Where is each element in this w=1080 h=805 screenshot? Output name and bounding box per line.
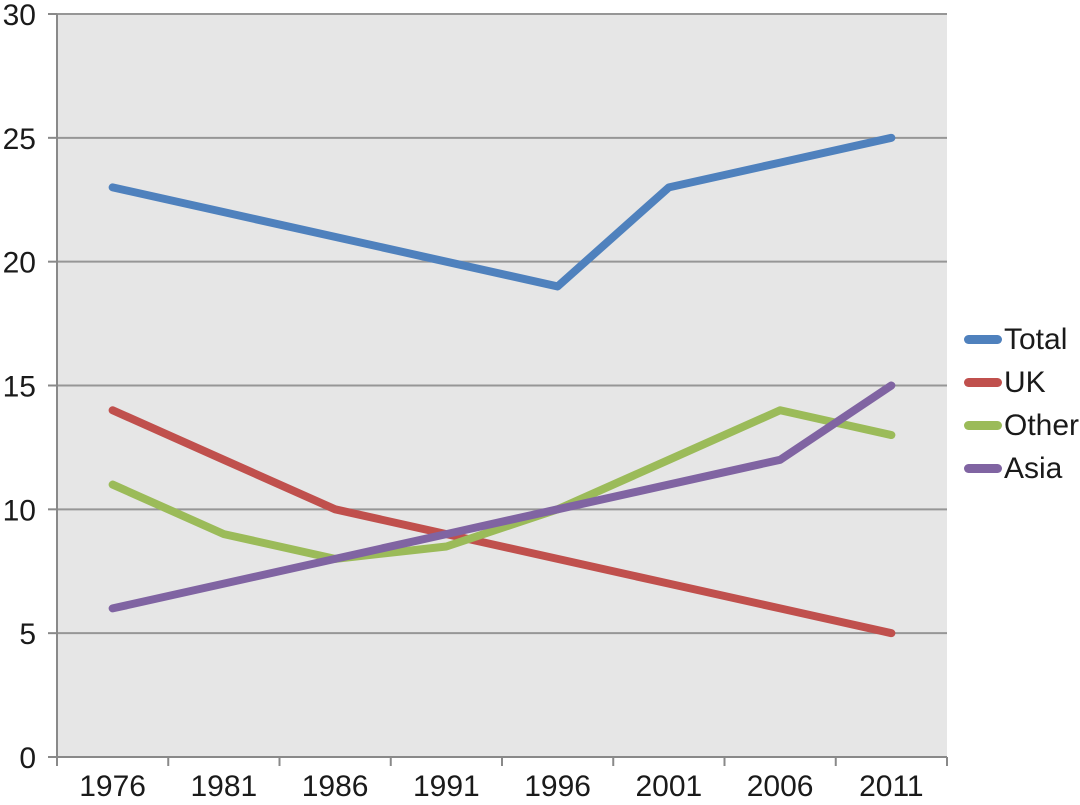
y-tick-label: 15 <box>3 371 36 404</box>
x-tick-label: 2001 <box>636 770 703 803</box>
x-tick-label: 1981 <box>191 770 258 803</box>
legend-swatch-total-icon <box>964 335 1002 344</box>
y-tick-label: 10 <box>3 494 36 527</box>
y-tick-label: 20 <box>3 247 36 280</box>
legend-label-total: Total <box>1004 322 1068 356</box>
x-tick-label: 1976 <box>79 770 146 803</box>
x-tick-label: 1996 <box>524 770 591 803</box>
x-tick-label: 2011 <box>859 770 924 803</box>
series-line-uk <box>108 406 896 638</box>
y-tick-label: 0 <box>19 742 36 775</box>
legend-swatch-other-icon <box>964 421 1002 430</box>
x-tick-label: 1986 <box>302 770 369 803</box>
legend-label-asia: Asia <box>1004 451 1063 485</box>
legend-item-uk: UK <box>964 361 1079 404</box>
series-line-asia <box>108 381 896 613</box>
legend-label-other: Other <box>1004 408 1080 442</box>
series-line-other <box>108 406 896 563</box>
y-tick-label: 30 <box>3 0 36 32</box>
legend-item-other: Other <box>964 404 1079 447</box>
legend-swatch-uk-icon <box>964 378 1002 387</box>
legend-item-total: Total <box>964 318 1079 361</box>
x-tick-label: 1991 <box>413 770 480 803</box>
legend-label-uk: UK <box>1004 365 1046 399</box>
x-tick-label: 2006 <box>747 770 814 803</box>
legend-swatch-asia-icon <box>964 464 1002 473</box>
legend-item-asia: Asia <box>964 447 1079 490</box>
y-tick-label: 25 <box>3 123 36 156</box>
y-tick-label: 5 <box>19 618 36 651</box>
chart-legend: Total UK Other Asia <box>964 318 1079 490</box>
series-line-total <box>108 133 896 291</box>
